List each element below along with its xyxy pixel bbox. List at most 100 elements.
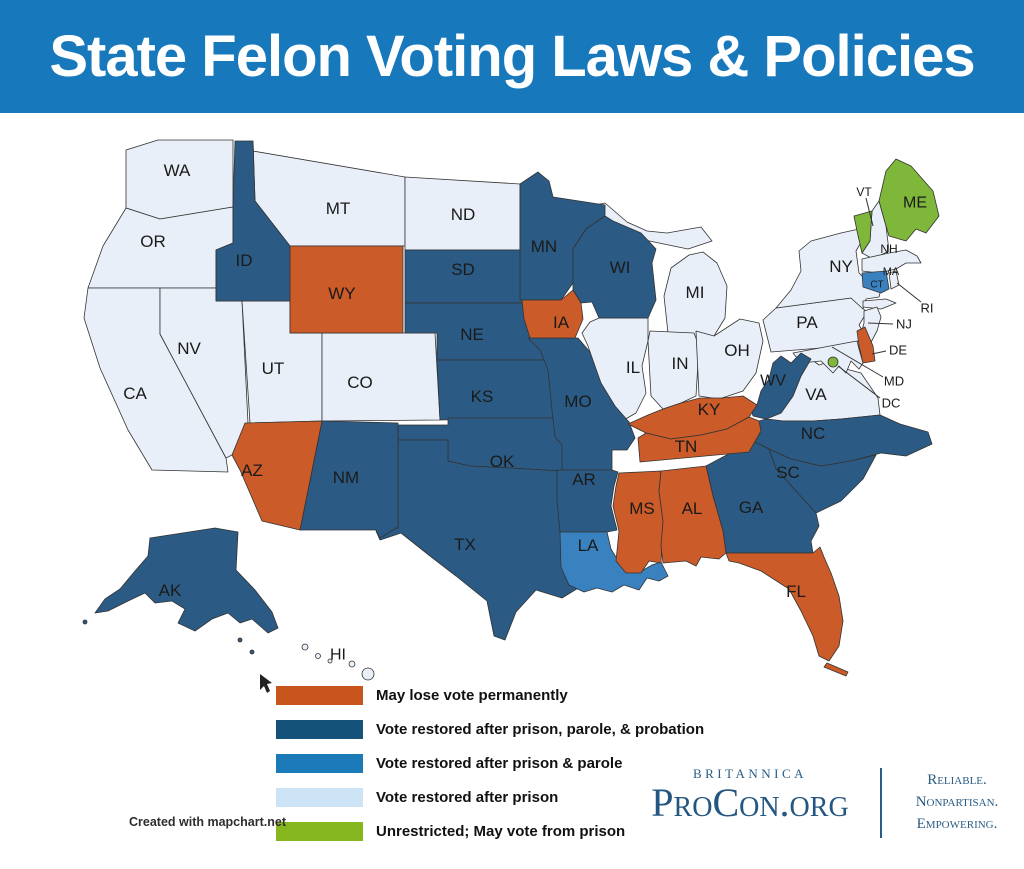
- state-az[interactable]: [231, 420, 323, 531]
- state-tn[interactable]: [637, 416, 762, 463]
- state-label-ma: MA: [883, 266, 900, 278]
- logo-tagline: Reliable. Nonpartisan. Empowering.: [894, 770, 1020, 835]
- state-label-wa: WA: [164, 161, 191, 180]
- state-hi[interactable]: [315, 653, 321, 659]
- legend-swatch-probation: [276, 720, 363, 739]
- legend-swatch-unrestricted: [276, 822, 363, 841]
- state-fl[interactable]: [823, 662, 849, 677]
- state-de[interactable]: [856, 326, 876, 364]
- state-label-oh: OH: [724, 341, 750, 360]
- state-label-fl: FL: [786, 582, 806, 601]
- callout-line-dc: [837, 365, 881, 399]
- mouse-cursor: [260, 674, 272, 693]
- legend-swatch-permanent: [276, 686, 363, 705]
- state-label-pa: PA: [796, 313, 818, 332]
- state-hi[interactable]: [301, 643, 309, 651]
- logo-left-block: Britannica ProCon.org: [630, 766, 870, 824]
- state-tx[interactable]: [375, 439, 593, 641]
- tagline-line-2: Nonpartisan.: [915, 793, 999, 810]
- state-label-ar: AR: [572, 470, 596, 489]
- state-label-me: ME: [903, 195, 927, 212]
- state-label-ok: OK: [490, 452, 515, 471]
- state-al[interactable]: [658, 465, 727, 567]
- callout-line-vt: [865, 197, 874, 227]
- legend-item: Vote restored after prison & parole: [276, 754, 704, 773]
- state-label-nv: NV: [177, 339, 201, 358]
- state-label-de: DE: [889, 343, 907, 358]
- state-label-dc: DC: [882, 396, 901, 411]
- state-label-vt: VT: [856, 185, 872, 199]
- legend-item: Vote restored after prison, parole, & pr…: [276, 720, 704, 739]
- state-label-az: AZ: [241, 461, 263, 480]
- state-label-ms: MS: [629, 499, 655, 518]
- state-label-mn: MN: [531, 237, 557, 256]
- state-me[interactable]: [878, 158, 940, 242]
- callout-line-ri: [896, 282, 922, 303]
- state-label-co: CO: [347, 373, 373, 392]
- legend-item: Unrestricted; May vote from prison: [276, 822, 704, 841]
- state-label-tn: TN: [675, 437, 698, 456]
- state-ct[interactable]: [861, 270, 890, 294]
- state-id[interactable]: [215, 140, 291, 302]
- state-label-tx: TX: [454, 535, 476, 554]
- state-label-ga: GA: [739, 498, 764, 517]
- legend-swatch-parole: [276, 754, 363, 773]
- legend-label: Vote restored after prison, parole, & pr…: [376, 721, 705, 738]
- legend-label: Vote restored after prison: [376, 789, 559, 806]
- map-attribution: Created with mapchart.net: [129, 815, 286, 829]
- state-label-nc: NC: [801, 424, 826, 443]
- state-label-la: LA: [578, 536, 599, 555]
- state-ar[interactable]: [556, 469, 619, 533]
- procon-wordmark: ProCon.org: [651, 780, 849, 825]
- legend-label: Unrestricted; May vote from prison: [376, 823, 626, 840]
- state-ny[interactable]: [862, 298, 897, 310]
- state-label-ks: KS: [471, 387, 494, 406]
- callout-line-de: [871, 350, 887, 355]
- legend-label: May lose vote permanently: [376, 687, 568, 704]
- state-label-mo: MO: [564, 392, 591, 411]
- state-wy[interactable]: [289, 245, 404, 334]
- state-label-al: AL: [682, 499, 703, 518]
- state-wv[interactable]: [748, 352, 812, 420]
- legend-item: Vote restored after prison: [276, 788, 704, 807]
- state-label-mi: MI: [686, 283, 705, 302]
- state-label-ct: CT: [870, 280, 883, 291]
- page-title: State Felon Voting Laws & Policies: [49, 24, 975, 89]
- britannica-wordmark: Britannica: [692, 766, 808, 781]
- state-label-ny: NY: [829, 257, 853, 276]
- state-label-ky: KY: [698, 400, 721, 419]
- callout-line-md: [831, 346, 884, 378]
- legend-swatch-prison: [276, 788, 363, 807]
- state-ks[interactable]: [436, 359, 554, 421]
- procon-logo: Britannica ProCon.org Reliable. Nonparti…: [630, 766, 1024, 844]
- state-dc[interactable]: [827, 356, 839, 368]
- state-label-ne: NE: [460, 325, 484, 344]
- state-label-il: IL: [626, 358, 640, 377]
- state-label-nm: NM: [333, 468, 359, 487]
- state-ms[interactable]: [612, 470, 664, 574]
- state-ak[interactable]: [82, 619, 88, 625]
- state-co[interactable]: [321, 332, 441, 422]
- state-label-ri: RI: [921, 301, 934, 316]
- state-hi[interactable]: [327, 658, 333, 664]
- state-ia[interactable]: [521, 289, 584, 339]
- state-ak[interactable]: [249, 649, 255, 655]
- state-label-ca: CA: [123, 384, 147, 403]
- state-hi[interactable]: [348, 660, 356, 668]
- state-label-nj: NJ: [896, 317, 912, 332]
- state-label-in: IN: [672, 354, 689, 373]
- state-ak[interactable]: [94, 527, 279, 634]
- state-label-or: OR: [140, 232, 166, 251]
- state-oh[interactable]: [695, 318, 764, 400]
- logo-divider: [880, 768, 882, 838]
- state-label-hi: HI: [330, 647, 346, 664]
- state-label-wv: WV: [760, 373, 786, 390]
- state-hi[interactable]: [361, 667, 375, 681]
- state-ak[interactable]: [237, 637, 243, 643]
- legend-item: May lose vote permanently: [276, 686, 704, 705]
- state-label-sc: SC: [776, 463, 800, 482]
- state-label-sd: SD: [451, 260, 475, 279]
- state-fl[interactable]: [725, 546, 844, 662]
- state-md[interactable]: [792, 340, 864, 374]
